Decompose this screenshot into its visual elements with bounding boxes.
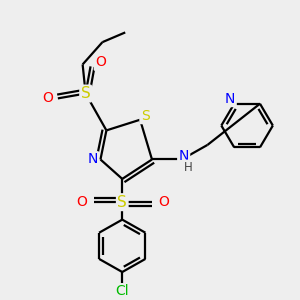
Text: S: S: [117, 195, 127, 210]
Text: N: N: [178, 148, 189, 163]
Text: O: O: [76, 195, 87, 209]
Text: O: O: [95, 56, 106, 70]
Text: S: S: [141, 109, 149, 123]
Text: H: H: [184, 161, 193, 174]
Text: O: O: [158, 195, 169, 209]
Text: N: N: [225, 92, 236, 106]
Text: Cl: Cl: [116, 284, 129, 298]
Text: N: N: [87, 152, 98, 167]
Text: O: O: [43, 92, 53, 105]
Text: S: S: [81, 86, 91, 101]
